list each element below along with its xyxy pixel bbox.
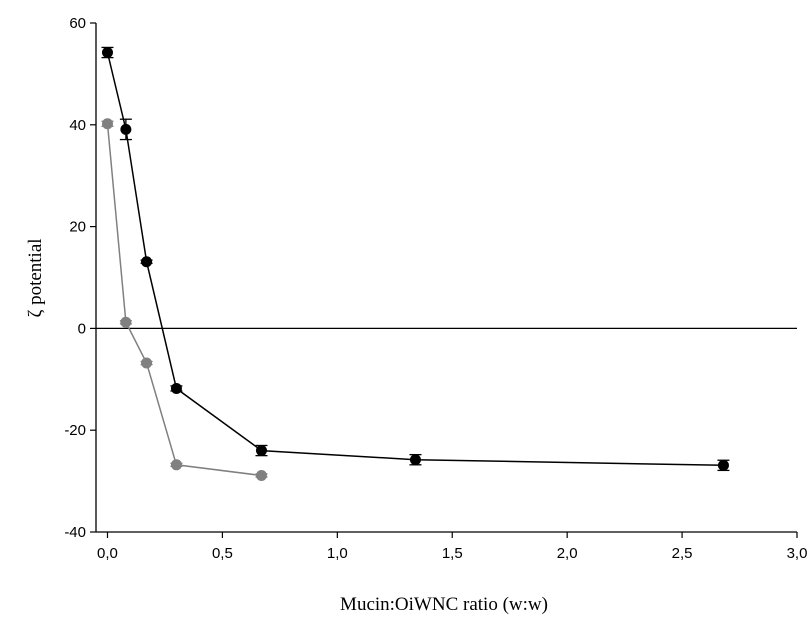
x-tick-label: 1,5 (442, 545, 463, 562)
data-point (141, 256, 153, 268)
data-point (141, 357, 153, 369)
data-point (120, 123, 132, 135)
y-tick-label: 60 (69, 15, 86, 32)
y-tick-label: 0 (78, 320, 86, 337)
data-point (255, 445, 267, 457)
x-tick-label: 1,0 (327, 545, 348, 562)
y-tick-label: 20 (69, 219, 86, 236)
data-point (409, 454, 421, 466)
series-1 (101, 46, 730, 472)
data-point (120, 316, 132, 328)
data-point (255, 470, 267, 482)
series-2 (101, 118, 268, 482)
series-line (106, 52, 724, 467)
y-tick-label: 40 (69, 117, 86, 134)
data-point (101, 47, 113, 59)
plot-frame (95, 23, 797, 533)
data-point (101, 118, 113, 130)
x-tick-label: 2,5 (672, 545, 693, 562)
x-tick-label: 0,0 (97, 545, 118, 562)
x-tick-label: 0,5 (212, 545, 233, 562)
x-tick-label: 3,0 (787, 545, 808, 562)
x-axis-title: Mucin:OiWNC ratio (w:w) (340, 594, 548, 615)
data-point (717, 459, 729, 471)
data-point (170, 382, 182, 394)
series-group (101, 46, 730, 482)
y-axis-title: ζ potential (25, 238, 46, 317)
data-point (170, 459, 182, 471)
axis-ticks: 0,0 0,5 1,0 1,5 2,0 2,5 3,0 -40 -20 0 20 40 60 (64, 15, 807, 562)
y-tick-label: -40 (64, 524, 86, 541)
x-tick-label: 2,0 (557, 545, 578, 562)
y-tick-label: -20 (64, 422, 86, 439)
series-line (106, 123, 262, 477)
